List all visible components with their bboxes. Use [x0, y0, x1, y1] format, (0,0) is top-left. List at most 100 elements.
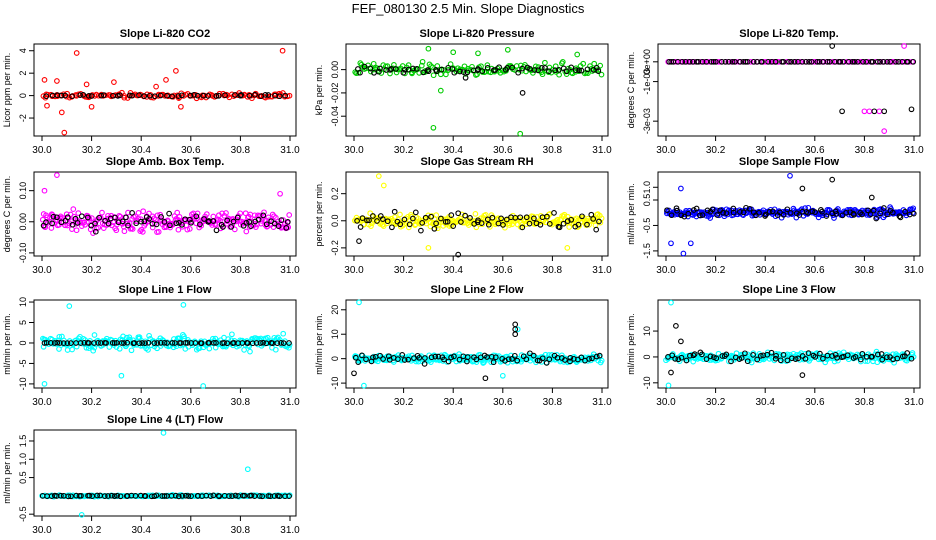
black-point	[118, 340, 125, 346]
black-point	[669, 352, 676, 359]
x-tick-label: 30.6	[181, 525, 201, 536]
black-point	[48, 340, 54, 346]
chart-title: Slope Li-820 Pressure	[420, 28, 535, 40]
black-point	[546, 221, 553, 227]
green-point	[416, 70, 423, 76]
magenta-point	[203, 211, 210, 217]
black-point	[904, 350, 911, 356]
black-point	[685, 210, 692, 217]
chart-title: Slope Li-820 CO2	[120, 28, 210, 40]
black-point	[908, 106, 915, 113]
black-point	[69, 93, 75, 100]
black-point	[584, 221, 590, 228]
black-point	[215, 92, 222, 99]
yellow-point	[482, 212, 489, 218]
black-point	[699, 351, 705, 358]
x-tick-label: 30.8	[231, 265, 251, 276]
black-point	[220, 224, 226, 230]
chart-title: Slope Line 2 Flow	[431, 284, 524, 296]
black-point	[380, 356, 386, 362]
black-point	[552, 67, 559, 74]
yellow-point	[506, 222, 513, 228]
black-point	[213, 340, 219, 346]
black-point	[101, 493, 108, 499]
black-point	[271, 220, 278, 227]
green-point	[430, 124, 437, 131]
cyan-point	[61, 337, 67, 344]
black-point	[179, 92, 185, 99]
y-tick-label: -1.5	[642, 243, 652, 259]
black-point	[792, 356, 799, 362]
x-tick-label: 31.0	[904, 145, 924, 156]
black-point	[216, 493, 223, 500]
black-point	[98, 92, 105, 99]
black-point	[284, 219, 291, 225]
black-point	[395, 356, 401, 362]
black-point	[413, 66, 420, 72]
x-tick-label: 30.8	[231, 397, 251, 408]
black-point	[743, 204, 749, 211]
black-point	[124, 339, 131, 346]
black-point	[839, 212, 846, 219]
chart-title: Slope Sample Flow	[739, 156, 840, 168]
black-point	[795, 355, 801, 362]
x-tick-label: 31.0	[280, 397, 300, 408]
x-tick-label: 30.6	[181, 145, 201, 156]
black-point	[467, 215, 473, 221]
black-point	[489, 214, 496, 221]
black-point	[433, 220, 439, 227]
black-point	[366, 217, 372, 224]
black-point	[738, 355, 745, 361]
blue-point	[743, 210, 750, 217]
black-point	[419, 220, 426, 226]
cyan-point	[356, 299, 362, 306]
black-point	[526, 220, 533, 227]
green-point	[418, 62, 425, 69]
black-point	[531, 215, 537, 222]
black-point	[875, 351, 881, 358]
black-point	[282, 92, 289, 99]
red-point	[279, 47, 286, 54]
chart-title: Slope Li-820 Temp.	[739, 28, 838, 40]
black-point	[224, 340, 231, 347]
black-point	[523, 356, 530, 363]
black-point	[161, 493, 168, 499]
black-point	[141, 218, 148, 225]
black-point	[232, 92, 238, 98]
black-point	[464, 354, 471, 360]
black-point	[756, 210, 762, 216]
red-point	[58, 109, 65, 116]
black-point	[509, 356, 515, 362]
x-tick-label: 30.2	[706, 145, 726, 156]
black-point	[129, 210, 135, 216]
black-point	[579, 213, 585, 220]
x-tick-label: 30.4	[131, 265, 151, 276]
black-point	[133, 220, 140, 227]
black-point	[421, 361, 428, 367]
x-tick-label: 30.0	[344, 265, 364, 276]
x-tick-label: 30.8	[231, 525, 251, 536]
black-point	[780, 352, 787, 358]
y-axis-label: degrees C per min.	[626, 52, 636, 129]
red-point	[88, 103, 95, 110]
x-tick-label: 30.0	[32, 525, 52, 536]
y-tick-label: 0.5	[642, 194, 652, 207]
y-tick-label: 10	[18, 297, 28, 307]
black-point	[422, 214, 429, 221]
magenta-point	[90, 230, 96, 236]
cyan-point	[180, 302, 187, 308]
green-point	[539, 71, 546, 78]
black-point	[696, 212, 703, 219]
black-point	[385, 353, 392, 360]
black-point	[720, 209, 726, 216]
black-point	[730, 209, 737, 216]
black-point	[383, 67, 389, 73]
x-tick-label: 31.0	[280, 265, 300, 276]
black-point	[576, 67, 582, 74]
black-point	[485, 221, 492, 228]
black-point	[240, 222, 247, 229]
green-point	[450, 49, 457, 56]
black-point	[428, 354, 435, 361]
black-point	[238, 92, 245, 98]
magenta-point	[41, 187, 48, 194]
